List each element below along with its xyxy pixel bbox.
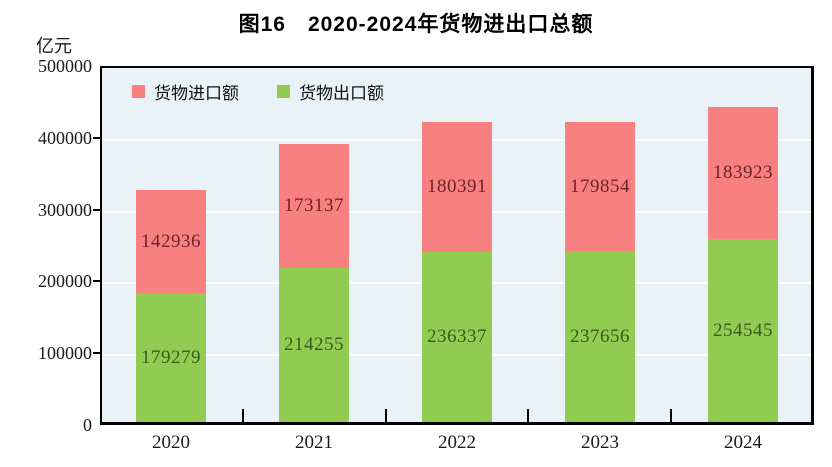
bar-exports-2024: 254545	[708, 239, 778, 422]
x-axis-label-2021: 2021	[295, 432, 333, 453]
y-axis-tick-label: 500000	[38, 56, 92, 76]
bar-imports-2020: 142936	[136, 190, 206, 293]
bar-value-label: 179279	[141, 346, 201, 368]
x-axis-tick	[670, 409, 673, 422]
y-axis-tick-label: 200000	[38, 271, 92, 292]
legend-label-exports: 货物出口额	[299, 84, 384, 103]
bar-value-label: 180391	[427, 176, 487, 197]
y-axis-tick	[93, 136, 102, 139]
x-axis-label-2024: 2024	[724, 432, 762, 453]
bar-value-label: 236337	[427, 326, 487, 347]
x-axis-tick	[384, 409, 387, 422]
legend-swatch-exports-icon	[277, 85, 290, 98]
y-axis-tick-label: 400000	[38, 127, 92, 148]
chart-title: 图16 2020-2024年货物进出口总额	[238, 13, 594, 36]
bar-value-label: 183923	[713, 162, 773, 183]
y-axis-tick-label: 300000	[38, 199, 92, 220]
x-axis-label-2020: 2020	[152, 432, 190, 453]
bar-value-label: 179854	[570, 175, 630, 197]
y-axis-tick	[93, 352, 102, 355]
bar-imports-2022: 180391	[422, 122, 492, 252]
bar-value-label: 173137	[284, 195, 344, 216]
bar-exports-2021: 214255	[279, 268, 349, 422]
legend-item-imports: 货物进口额	[132, 79, 239, 104]
x-axis-label-2023: 2023	[581, 432, 619, 453]
legend: 货物进口额 货物出口额	[132, 79, 384, 104]
legend-label-imports: 货物进口额	[154, 84, 239, 103]
bar-value-label: 237656	[570, 325, 630, 347]
legend-item-exports: 货物出口额	[277, 79, 384, 104]
bar-imports-2024: 183923	[708, 107, 778, 239]
bar-exports-2023: 237656	[565, 251, 635, 422]
y-axis-tick-label: 0	[83, 415, 92, 435]
x-axis-tick	[241, 409, 244, 422]
bar-value-label: 142936	[141, 230, 201, 252]
bar-exports-2020: 179279	[136, 293, 206, 422]
x-axis-tick	[527, 409, 530, 422]
bar-value-label: 214255	[284, 334, 344, 355]
y-axis-tick-label: 100000	[38, 343, 92, 364]
y-axis-unit-label: 亿元	[36, 36, 72, 56]
x-axis-label-2022: 2022	[438, 432, 476, 453]
y-axis-tick	[93, 280, 102, 283]
legend-swatch-imports-icon	[132, 85, 145, 98]
bar-imports-2023: 179854	[565, 122, 635, 251]
bar-imports-2021: 173137	[279, 144, 349, 268]
bar-value-label: 254545	[713, 319, 773, 341]
y-axis-tick	[93, 208, 102, 211]
bar-exports-2022: 236337	[422, 252, 492, 422]
